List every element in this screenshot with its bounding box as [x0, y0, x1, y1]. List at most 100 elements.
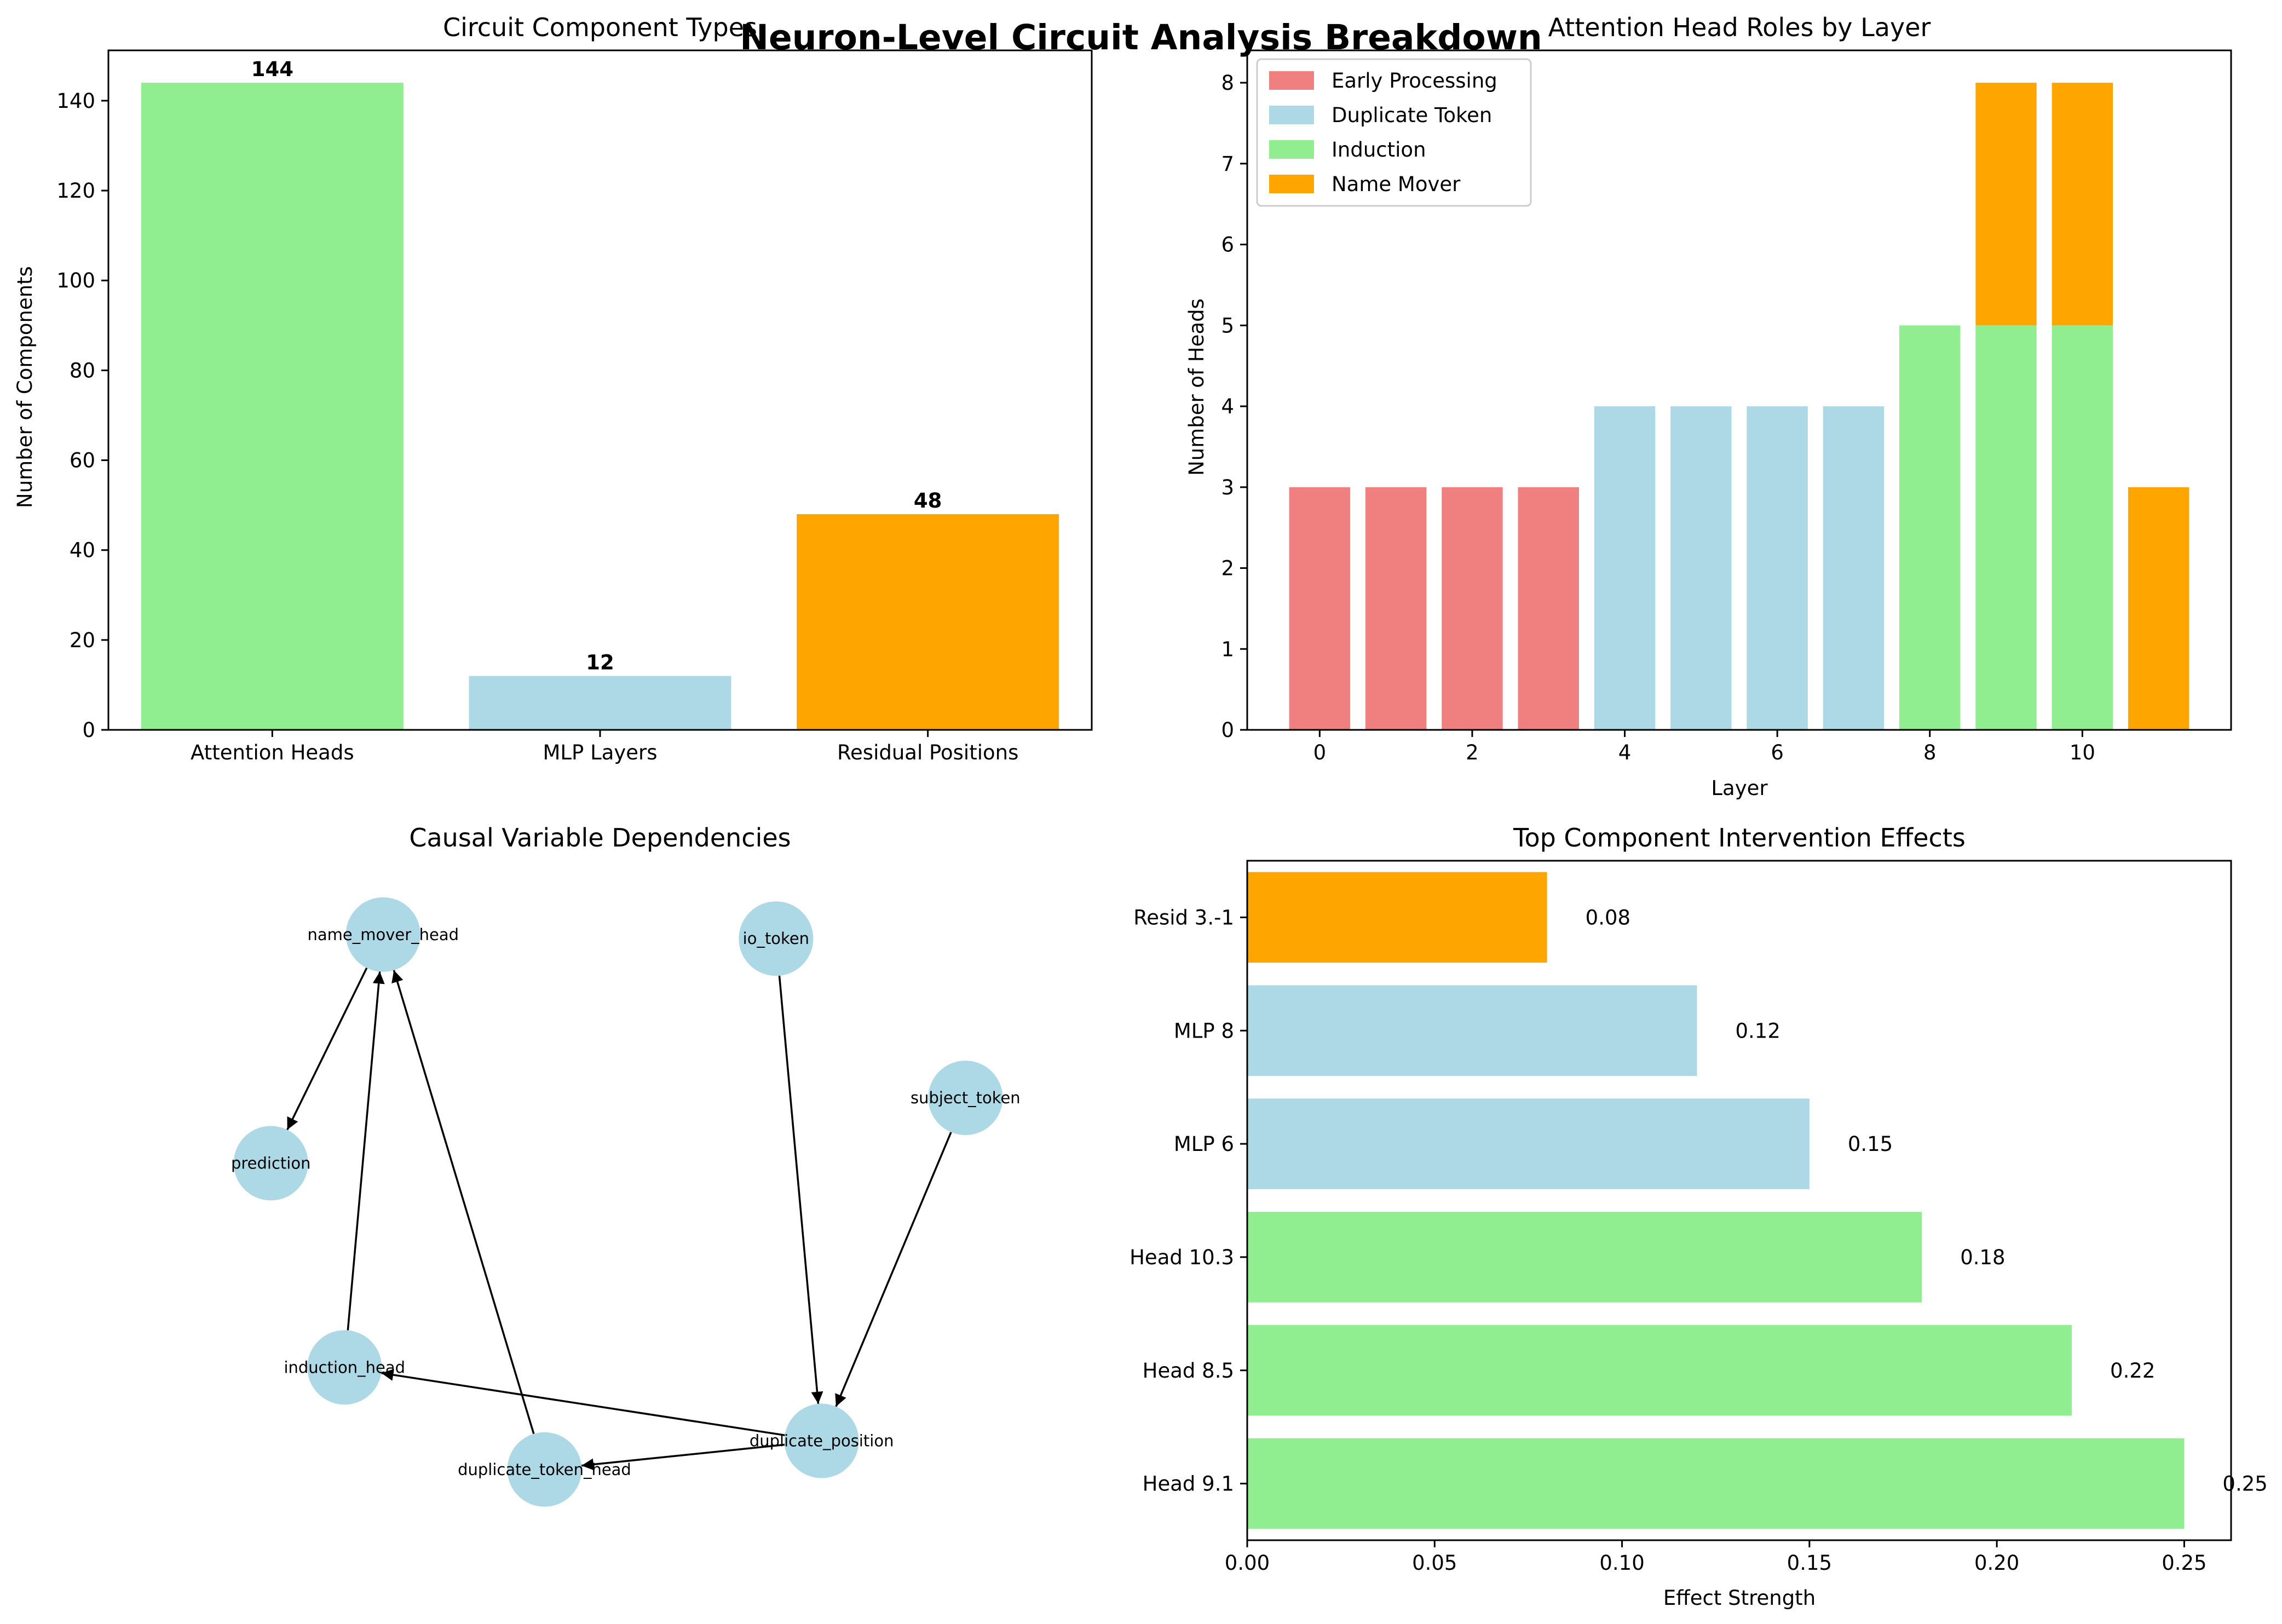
bar-value-label: 0.18 — [1960, 1246, 2005, 1269]
figure-suptitle: Neuron-Level Circuit Analysis Breakdown — [740, 18, 1542, 57]
x-tick-label: Attention Heads — [191, 741, 354, 764]
bar-segment — [1975, 83, 2037, 326]
bar-segment — [1670, 406, 1732, 730]
bar — [1247, 985, 1697, 1076]
y-tick-label: Head 10.3 — [1130, 1246, 1234, 1269]
graph-node — [928, 1061, 1003, 1136]
stacked-bars — [1289, 83, 2189, 730]
y-tick-label: Head 8.5 — [1143, 1359, 1234, 1383]
bar — [469, 676, 731, 730]
y-tick-label: 0 — [82, 718, 95, 742]
graph-node — [507, 1432, 582, 1507]
panel-causal-dependencies: Causal Variable Dependencies name_mover_… — [231, 823, 1021, 1507]
bar — [1247, 1438, 2185, 1529]
y-tick-label: 8 — [1221, 71, 1234, 95]
bar-segment — [2128, 487, 2189, 730]
x-tick-label: 6 — [1771, 741, 1784, 764]
bar-value-label: 0.22 — [2110, 1359, 2155, 1383]
bar-segment — [1518, 487, 1579, 730]
x-tick-label: Residual Positions — [837, 741, 1018, 764]
y-tick-label: 5 — [1221, 314, 1234, 337]
legend-swatch — [1269, 71, 1314, 90]
x-tick-label: 10 — [2070, 741, 2095, 764]
bars — [141, 83, 1059, 730]
y-tick-label: 1 — [1221, 637, 1234, 661]
graph-edge — [835, 1132, 952, 1407]
bar-value-label: 0.15 — [1848, 1132, 1893, 1156]
legend-box — [1256, 58, 1532, 207]
bar-value-label: 144 — [251, 57, 293, 81]
x-tick-label: 0 — [1313, 741, 1327, 764]
panel-component-types: 144 12 48 Attention Heads MLP Layers Residua… — [13, 13, 1093, 764]
y-tick-label: MLP 6 — [1174, 1132, 1234, 1156]
bar-segment — [1594, 406, 1656, 730]
bar-segment — [1442, 487, 1503, 730]
graph-edge — [391, 970, 535, 1435]
x-tick-label: MLP Layers — [543, 741, 657, 764]
legend-label: Name Mover — [1332, 172, 1461, 196]
bar-segment — [1975, 325, 2037, 730]
axes: Attention Heads MLP Layers Residual Positi… — [56, 49, 1093, 764]
graph-node — [345, 897, 420, 972]
y-tick-label: 4 — [1221, 395, 1234, 418]
graph-node-label: prediction — [231, 1154, 311, 1172]
x-tick-label: 4 — [1618, 741, 1632, 764]
bars — [1247, 872, 2185, 1529]
y-axis-label: Number of Components — [13, 266, 37, 508]
axes-frame — [1246, 49, 2232, 731]
legend-swatch — [1269, 140, 1314, 159]
axes-frame — [1246, 860, 2232, 1541]
bar-value-label: 0.08 — [1586, 906, 1630, 929]
panel-title: Attention Head Roles by Layer — [1548, 13, 1931, 42]
axes: 0 2 4 6 8 10 0 1 2 3 4 5 6 7 8 — [1221, 49, 2232, 764]
panel-intervention-effects: 0.25 0.22 0.18 0.15 0.12 0.08 Head 9.1 Head 8.… — [1130, 823, 2268, 1610]
x-tick-label: 0.25 — [2162, 1551, 2206, 1575]
graph-nodes: name_mover_head io_token subject_tokenpred… — [231, 897, 1021, 1507]
bar-value-label: 12 — [586, 651, 614, 675]
legend-label: Early Processing — [1332, 69, 1497, 93]
graph-edge — [286, 968, 368, 1131]
legend: Early Processing Duplicate Token Induction… — [1256, 58, 1532, 207]
y-tick-label: 40 — [70, 539, 95, 562]
x-tick-label: 0.00 — [1225, 1551, 1270, 1575]
panel-title: Top Component Intervention Effects — [1513, 823, 1966, 853]
bar-segment — [1365, 487, 1427, 730]
graph-node — [307, 1330, 382, 1405]
y-tick-label: 60 — [70, 449, 95, 473]
y-tick-label: 3 — [1221, 476, 1234, 499]
bar-segment — [1289, 487, 1351, 730]
bar — [1247, 1325, 2072, 1416]
x-tick-label: 0.10 — [1599, 1551, 1644, 1575]
legend-swatch — [1269, 106, 1314, 124]
bar — [1247, 872, 1547, 963]
bar — [141, 83, 404, 730]
graph-edges — [286, 968, 952, 1471]
bar-value-label: 0.12 — [1735, 1019, 1780, 1043]
x-tick-label: 8 — [1923, 741, 1937, 764]
graph-node-label: duplicate_position — [750, 1432, 894, 1450]
graph-edge — [581, 1443, 785, 1471]
y-tick-label: 20 — [70, 629, 95, 652]
panel-title: Causal Variable Dependencies — [409, 823, 791, 853]
y-tick-label: 0 — [1221, 718, 1234, 742]
bar-value-label: 0.25 — [2222, 1472, 2267, 1496]
y-axis-label: Number of Heads — [1185, 298, 1208, 476]
legend-swatch — [1269, 175, 1314, 193]
graph-edge — [381, 1369, 785, 1436]
graph-node — [739, 901, 814, 976]
y-tick-label: Resid 3.-1 — [1133, 906, 1234, 929]
x-tick-label: 0.05 — [1412, 1551, 1457, 1575]
y-tick-label: 100 — [56, 269, 95, 292]
y-tick-label: MLP 8 — [1174, 1019, 1234, 1043]
y-tick-label: 7 — [1221, 152, 1234, 176]
panel-title: Circuit Component Types — [443, 13, 757, 42]
axes: Head 9.1 Head 8.5 Head 10.3 MLP 6 MLP 8 Resid… — [1130, 860, 2232, 1575]
bar-segment — [1823, 406, 1885, 730]
y-tick-label: Head 9.1 — [1143, 1472, 1234, 1496]
legend-label: Induction — [1332, 138, 1426, 162]
graph-edge — [347, 971, 385, 1331]
bar — [1247, 1212, 1922, 1303]
graph-node-label: subject_token — [911, 1089, 1021, 1107]
graph-edge — [778, 975, 823, 1404]
